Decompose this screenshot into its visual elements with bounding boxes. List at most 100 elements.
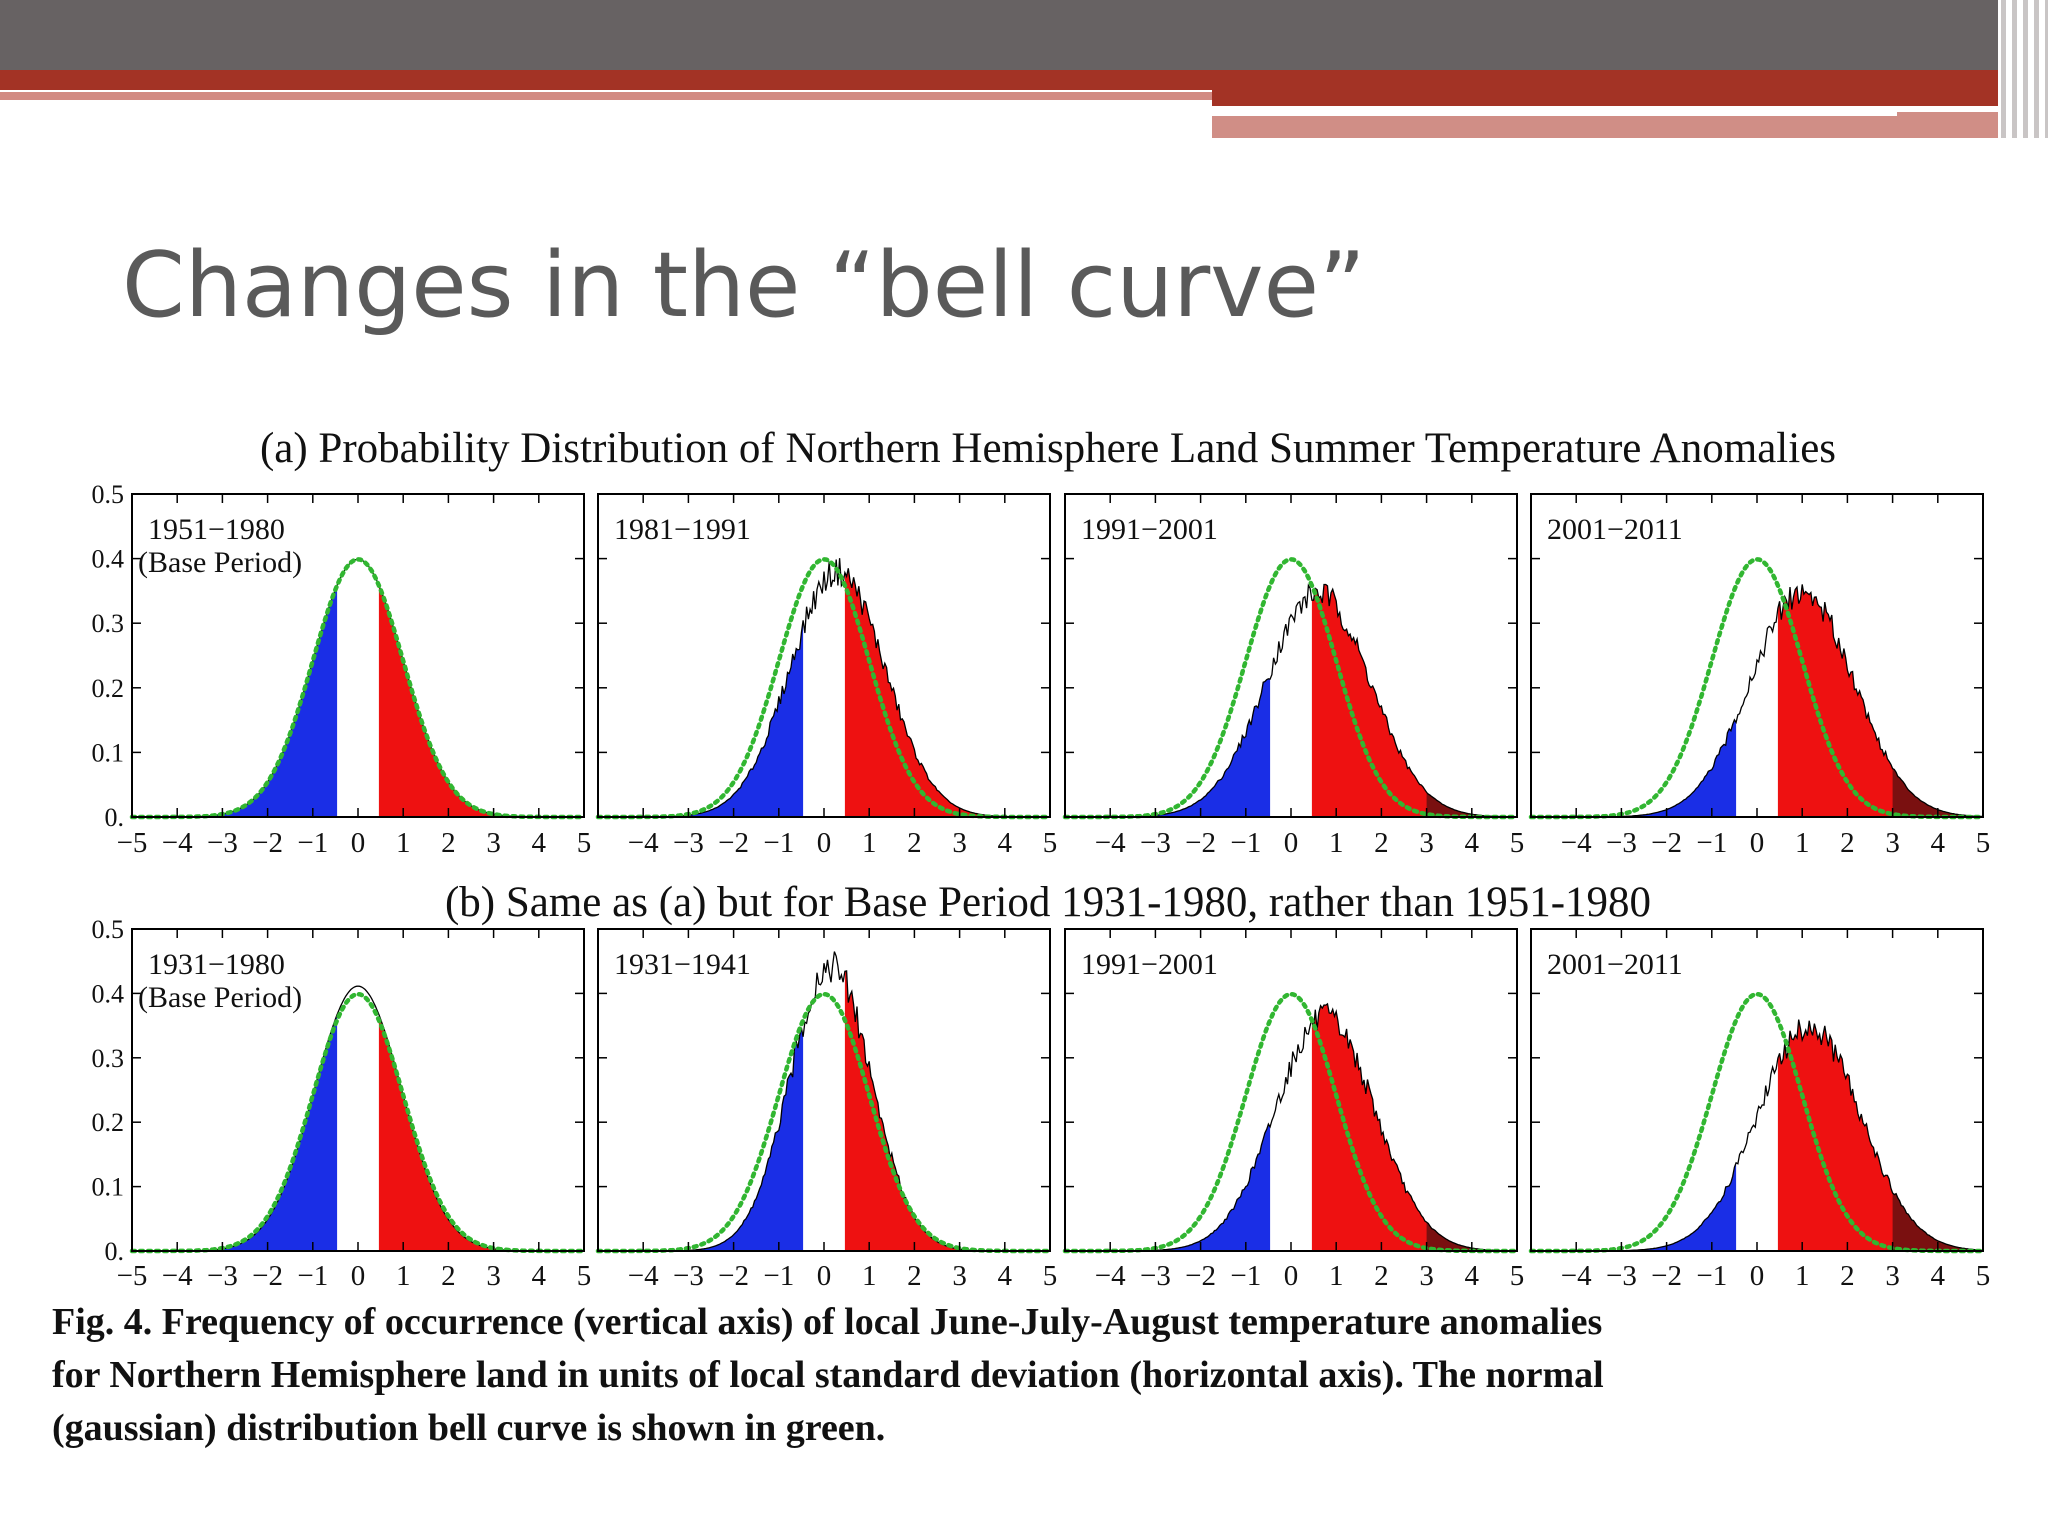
panel-label: 1931−1980 [148,948,285,981]
x-tick-label: 0 [817,827,832,859]
y-tick-label: 0.2 [92,1108,125,1137]
panel-label: 1991−2001 [1081,513,1218,546]
x-tick-label: 2 [1840,827,1855,859]
x-tick-label: −3 [1140,827,1171,859]
x-tick-label: −4 [1095,827,1126,859]
y-tick-label: 0.2 [92,674,125,703]
x-tick-label: −1 [1696,1260,1727,1292]
gaussian-curve [1062,991,1520,1254]
x-tick-label: 4 [532,827,547,859]
distribution-line [1531,1019,1984,1252]
panel-label: 1991−2001 [1081,948,1218,981]
x-tick-label: 3 [1419,1260,1434,1292]
chart-b: (b) Same as (a) but for Base Period 1931… [92,879,1991,1292]
x-tick-label: 4 [998,1260,1013,1292]
hot-region [378,1014,584,1251]
x-tick-label: 2 [907,1260,922,1292]
y-tick-label: 0.5 [92,915,125,944]
hot-region [378,585,584,817]
y-tick-label: 0.3 [92,1044,125,1073]
panel-4: −4 −3 −2 −1 0 1 2 3 4 5 2001−2011 [1528,928,1990,1292]
gaussian-curve [1528,557,1986,820]
x-tick-label: −4 [1561,827,1592,859]
x-tick-label: 2 [1840,1260,1855,1292]
x-tick-label: 3 [952,1260,967,1292]
x-tick-label: 1 [1329,827,1344,859]
x-tick-label: 5 [1043,1260,1058,1292]
panel-2: −4 −3 −2 −1 0 1 2 3 4 5 1931−1941 [595,928,1058,1292]
caption-line-2: for Northern Hemisphere land in units of… [52,1354,1604,1396]
panel-3: −4 −3 −2 −1 0 1 2 3 4 5 1991−2001 [1062,493,1524,859]
slide-title: Changes in the “bell curve” [122,233,1366,338]
cold-region [132,585,338,817]
caption-line-3: (gaussian) distribution bell curve is sh… [52,1407,886,1449]
gaussian-curve [595,557,1053,820]
x-tick-label: −3 [673,1260,704,1292]
panel-sublabel: (Base Period) [138,981,302,1014]
x-tick-label: 5 [577,1260,592,1292]
x-tick-label: −3 [1140,1260,1171,1292]
cold-region [1065,1124,1271,1251]
caption-line-1: Fig. 4. Frequency of occurrence (vertica… [52,1301,1603,1343]
x-tick-label: −4 [1561,1260,1592,1292]
x-tick-label: 0 [351,827,366,859]
x-tick-label: −5 [117,1260,148,1292]
x-tick-label: 1 [862,1260,877,1292]
panel-1: −5 −4 −3 −2 −1 0 1 2 3 4 5 1931−1980(Base Period) [117,928,592,1292]
hot-region [1777,1019,1983,1251]
gaussian-curve [595,991,1053,1254]
x-tick-label: 0 [351,1260,366,1292]
x-tick-label: 2 [441,827,456,859]
header-bar [0,0,2048,70]
x-tick-label: −2 [1651,1260,1682,1292]
header-pink-strip [1212,112,2048,138]
x-tick-label: 3 [1885,827,1900,859]
gaussian-curve [1062,557,1520,820]
y-tick-label: 0.5 [92,480,125,509]
x-tick-label: 2 [1374,827,1389,859]
x-tick-label: −5 [117,827,148,859]
x-tick-label: −1 [763,1260,794,1292]
x-tick-label: 2 [441,1260,456,1292]
panel-1: −5 −4 −3 −2 −1 0 1 2 3 4 5 1951−1980(Base Period) [117,493,591,859]
y-tick-label: 0. [105,1237,125,1266]
y-tick-label: 0.1 [92,1173,125,1202]
distribution-line [132,985,584,1252]
x-tick-label: −4 [628,1260,659,1292]
y-tick-label: 0.3 [92,609,125,638]
chart-a: (a) Probability Distribution of Northern… [92,425,1991,859]
x-tick-label: −4 [162,827,193,859]
x-tick-label: 1 [396,827,411,859]
x-tick-label: 1 [1795,1260,1810,1292]
x-tick-label: 5 [1976,827,1991,859]
chart-title: (a) Probability Distribution of Northern… [260,425,1836,472]
hot-region [1311,584,1517,817]
x-tick-label: 3 [1885,1260,1900,1292]
x-tick-label: −3 [1606,1260,1637,1292]
x-tick-label: 4 [1931,1260,1946,1292]
x-tick-label: 4 [998,827,1013,859]
x-tick-label: 0 [1284,1260,1299,1292]
x-tick-label: 0 [1750,1260,1765,1292]
x-tick-label: −4 [628,827,659,859]
x-tick-label: −2 [718,827,749,859]
x-tick-label: 1 [862,827,877,859]
y-tick-label: 0.4 [92,545,125,574]
x-tick-label: −1 [1230,1260,1261,1292]
panel-3: −4 −3 −2 −1 0 1 2 3 4 5 1991−2001 [1062,928,1525,1292]
x-tick-label: 0 [1750,827,1765,859]
x-tick-label: 5 [1043,827,1058,859]
x-tick-label: 5 [1510,1260,1525,1292]
hot-region [1311,1003,1517,1251]
header-white-line [1212,110,1897,116]
panel-4: −4 −3 −2 −1 0 1 2 3 4 5 2001−2011 [1528,493,1991,859]
x-tick-label: −3 [207,1260,238,1292]
panel-label: 1931−1941 [614,948,751,981]
y-tick-label: 0.4 [92,979,125,1008]
x-tick-label: 3 [1419,827,1434,859]
x-tick-label: −1 [297,827,328,859]
x-tick-label: 3 [952,827,967,859]
panel-2: −4 −3 −2 −1 0 1 2 3 4 5 1981−1991 [595,493,1058,859]
x-tick-label: −1 [763,827,794,859]
cold-region [1531,1162,1737,1251]
